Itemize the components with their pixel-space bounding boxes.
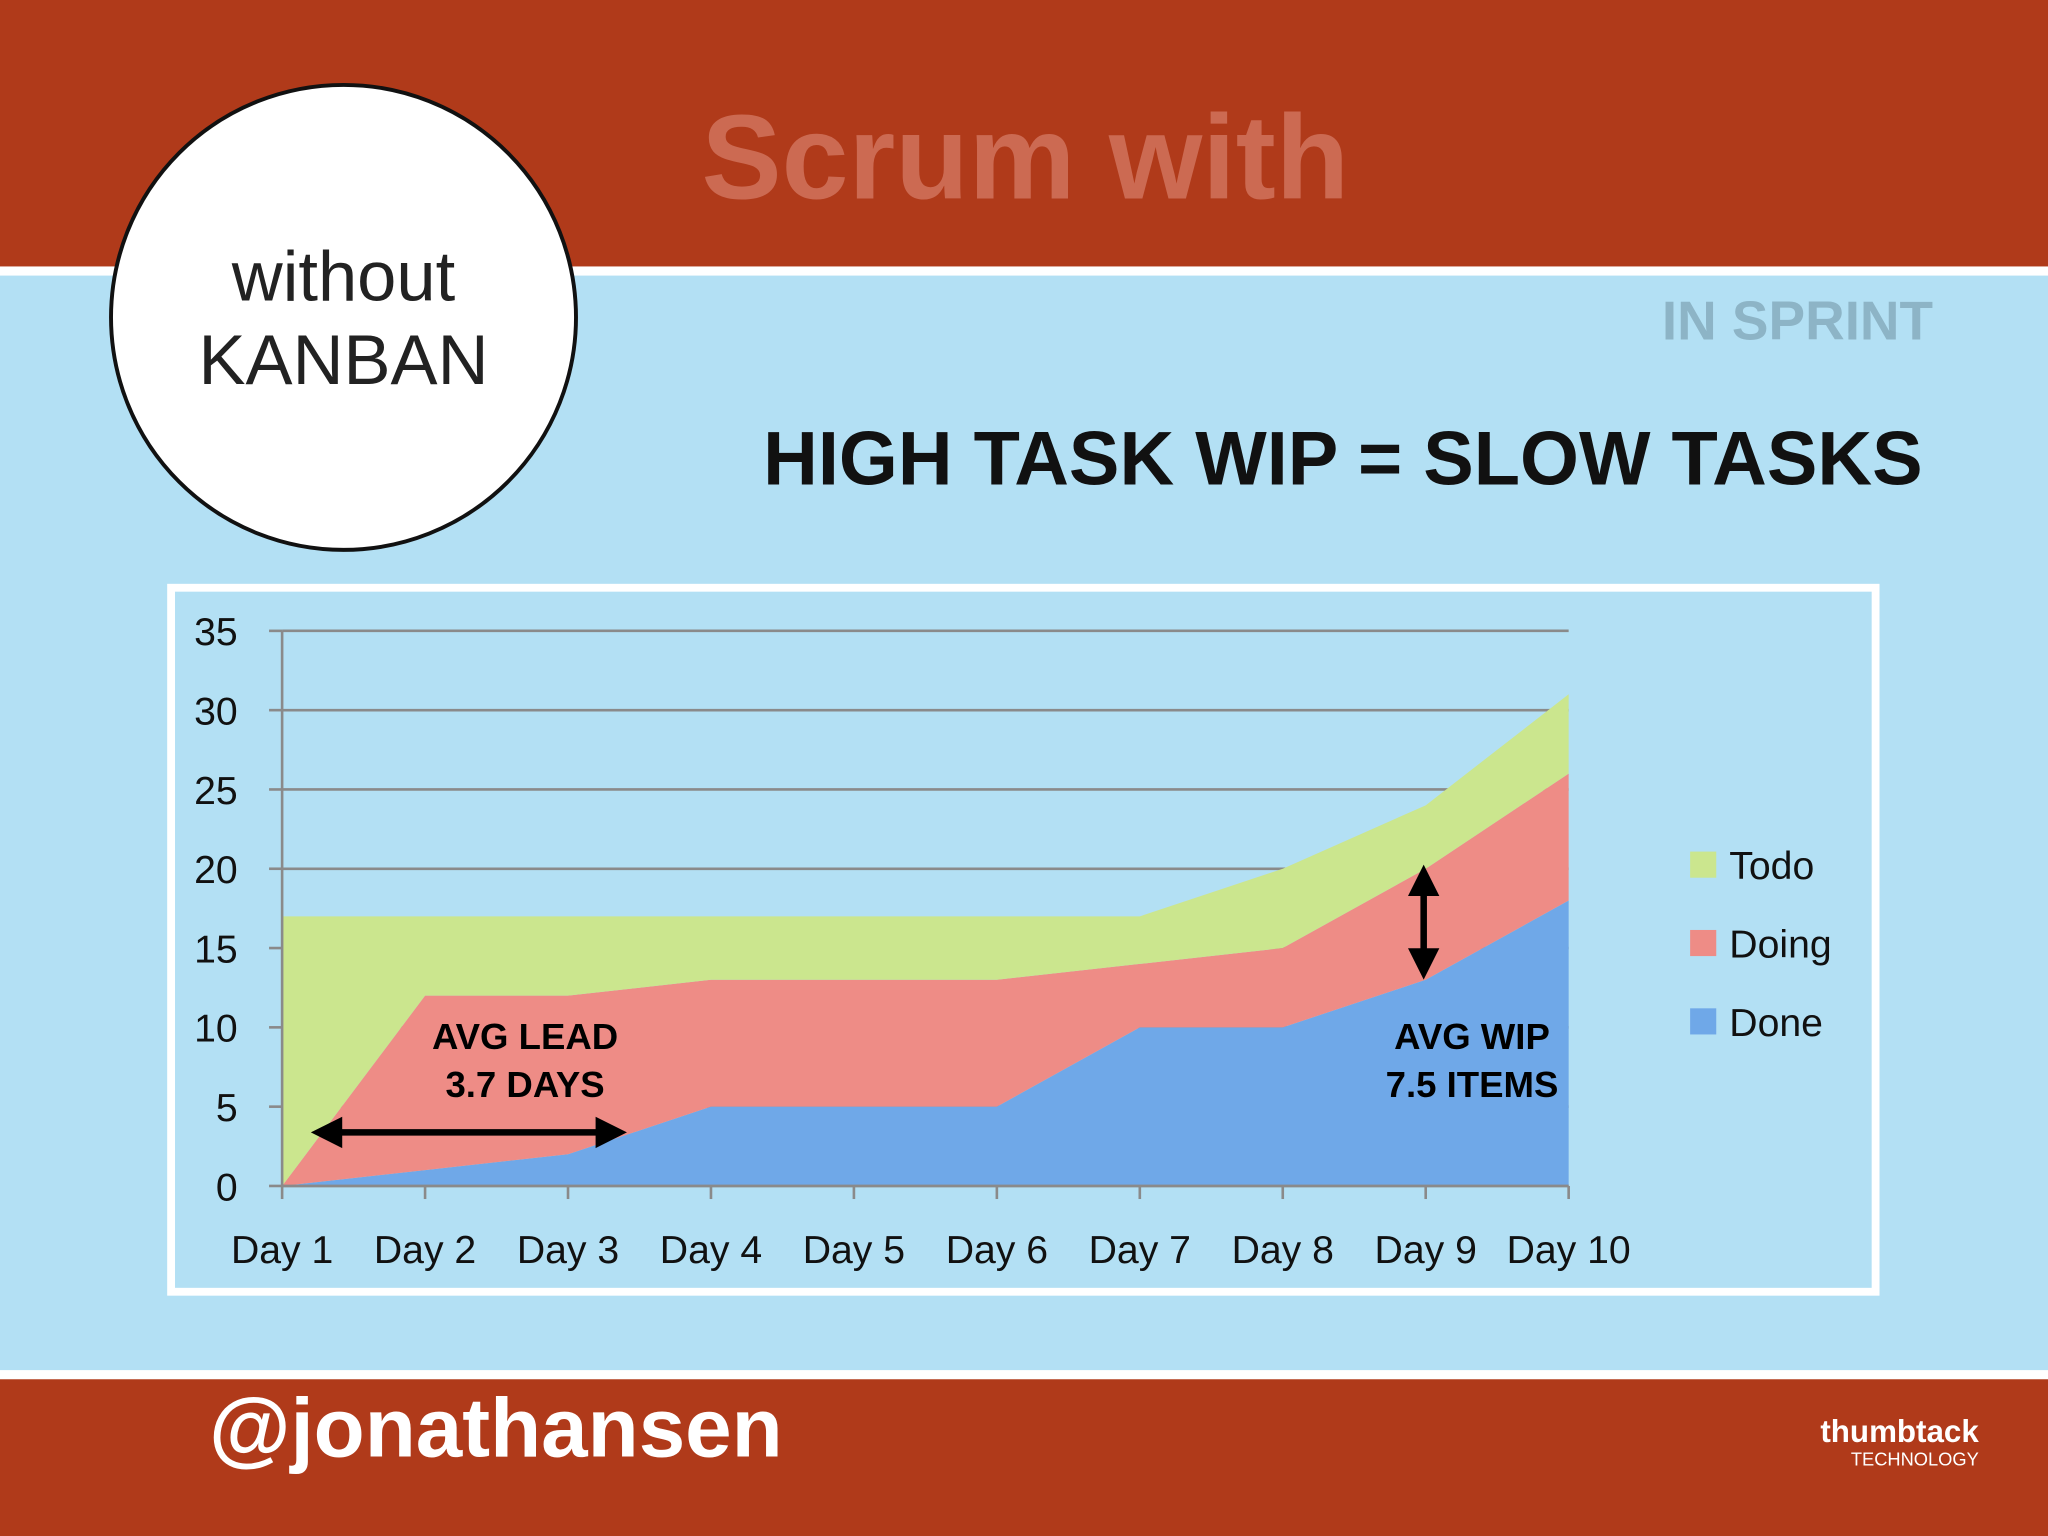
- logo: thumbtack: [1820, 1414, 1979, 1449]
- x-tick-label: Day 8: [1232, 1229, 1334, 1272]
- arrows: [310, 864, 1440, 1149]
- badge-text: KANBAN: [199, 320, 489, 399]
- y-tick-label: 35: [194, 611, 238, 654]
- x-tick-label: Day 9: [1375, 1229, 1477, 1272]
- area: [282, 694, 1569, 1186]
- y-tick-label: 20: [194, 849, 238, 892]
- legend-label: Done: [1729, 1002, 1823, 1045]
- y-tick-label: 30: [194, 691, 238, 734]
- x-tick-label: Day 10: [1507, 1229, 1631, 1272]
- title: HIGH TASK WIP = SLOW TASKS: [763, 417, 1922, 502]
- y-tick-label: 25: [194, 770, 238, 813]
- legend-label: Todo: [1729, 845, 1814, 888]
- x-tick-label: Day 2: [374, 1229, 476, 1272]
- arrow-head: [1408, 948, 1440, 980]
- bottom-band: [0, 1379, 2048, 1536]
- arrow-head: [1408, 864, 1440, 896]
- tag: IN SPRINT: [1662, 290, 1933, 352]
- y-tick-label: 0: [216, 1166, 238, 1209]
- x-tick-label: Day 3: [517, 1229, 619, 1272]
- y-tick-label: 5: [216, 1087, 238, 1130]
- y-tick-label: 15: [194, 928, 238, 971]
- x-tick-label: Day 7: [1089, 1229, 1191, 1272]
- legend-swatch: [1690, 851, 1717, 878]
- chart: 0 5 10 15 20 25 30 35 Day 1 Day 2 Day 3 Day 4 Day 5 D…: [194, 611, 1832, 1272]
- badge-text: without: [231, 236, 456, 315]
- handle: @jonathansen: [209, 1380, 783, 1474]
- x-tick-label: Day 6: [946, 1229, 1048, 1272]
- annotation: AVG LEAD: [432, 1016, 618, 1057]
- legend-label: Doing: [1729, 923, 1831, 966]
- annotation: AVG WIP: [1394, 1016, 1550, 1057]
- annotation: 3.7 DAYS: [445, 1064, 604, 1105]
- arrow-head: [595, 1116, 627, 1149]
- x-tick-label: Day 1: [231, 1229, 333, 1272]
- badge-circle: [109, 82, 578, 552]
- logo-sub: TECHNOLOGY: [1851, 1448, 1979, 1469]
- arrow-head: [310, 1116, 343, 1149]
- legend-swatch: [1690, 929, 1717, 957]
- y-tick-label: 10: [194, 1008, 238, 1051]
- area: [282, 900, 1569, 1186]
- x-tick-label: Day 5: [803, 1229, 905, 1272]
- annotation: 7.5 ITEMS: [1386, 1064, 1559, 1105]
- x-tick-label: Day 4: [660, 1229, 762, 1272]
- heading: Scrum with: [702, 91, 1350, 225]
- legend-swatch: [1690, 1008, 1717, 1035]
